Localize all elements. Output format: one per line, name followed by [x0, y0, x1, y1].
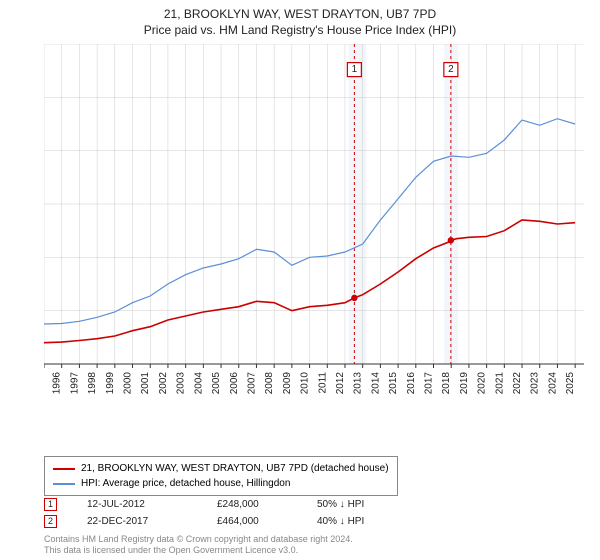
chart-area: £0£200K£400K£600K£800K£1M£1.2M1995199619…: [44, 44, 584, 414]
sale-price: £248,000: [217, 496, 317, 513]
sale-dot: [351, 295, 357, 301]
svg-text:2024: 2024: [547, 372, 558, 395]
svg-text:2022: 2022: [512, 372, 523, 395]
svg-text:2000: 2000: [123, 372, 134, 395]
sale-marker: 1: [44, 498, 57, 511]
svg-text:2019: 2019: [459, 372, 470, 395]
sale-table: 1 12-JUL-2012£248,00050% ↓ HPI 2 22-DEC-201…: [44, 496, 417, 530]
svg-text:2004: 2004: [193, 372, 204, 395]
chart-title-line2: Price paid vs. HM Land Registry's House …: [0, 22, 600, 38]
legend: 21, BROOKLYN WAY, WEST DRAYTON, UB7 7PD …: [44, 456, 398, 496]
svg-text:2016: 2016: [406, 372, 417, 395]
svg-text:2003: 2003: [176, 372, 187, 395]
sale-row: 2 22-DEC-2017£464,00040% ↓ HPI: [44, 513, 417, 530]
line-chart: £0£200K£400K£600K£800K£1M£1.2M1995199619…: [44, 44, 584, 414]
svg-text:2018: 2018: [441, 372, 452, 395]
legend-row: HPI: Average price, detached house, Hill…: [53, 476, 389, 491]
sale-price: £464,000: [217, 513, 317, 530]
svg-text:2013: 2013: [353, 372, 364, 395]
legend-label: HPI: Average price, detached house, Hill…: [81, 476, 290, 491]
svg-text:2001: 2001: [140, 372, 151, 395]
legend-row: 21, BROOKLYN WAY, WEST DRAYTON, UB7 7PD …: [53, 461, 389, 476]
sale-pct-vs-hpi: 40% ↓ HPI: [317, 513, 417, 530]
legend-swatch: [53, 468, 75, 470]
sale-pct-vs-hpi: 50% ↓ HPI: [317, 496, 417, 513]
chart-title-line1: 21, BROOKLYN WAY, WEST DRAYTON, UB7 7PD: [0, 6, 600, 22]
svg-text:2023: 2023: [530, 372, 541, 395]
svg-text:1998: 1998: [87, 372, 98, 395]
svg-text:1997: 1997: [69, 372, 80, 395]
svg-text:2011: 2011: [317, 372, 328, 394]
svg-text:2014: 2014: [370, 372, 381, 395]
svg-text:1995: 1995: [44, 372, 45, 395]
sale-marker: 2: [44, 515, 57, 528]
svg-text:2009: 2009: [282, 372, 293, 395]
svg-text:2: 2: [448, 64, 454, 75]
svg-text:2015: 2015: [388, 372, 399, 395]
legend-label: 21, BROOKLYN WAY, WEST DRAYTON, UB7 7PD …: [81, 461, 389, 476]
svg-text:2012: 2012: [335, 372, 346, 395]
footer-line1: Contains HM Land Registry data © Crown c…: [44, 534, 353, 545]
svg-text:1996: 1996: [52, 372, 63, 395]
svg-text:2002: 2002: [158, 372, 169, 395]
svg-text:2006: 2006: [229, 372, 240, 395]
footer-line2: This data is licensed under the Open Gov…: [44, 545, 353, 556]
sale-date: 12-JUL-2012: [87, 496, 217, 513]
sale-date: 22-DEC-2017: [87, 513, 217, 530]
svg-text:2007: 2007: [246, 372, 257, 395]
svg-text:2005: 2005: [211, 372, 222, 395]
sale-dot: [448, 237, 454, 243]
svg-text:1999: 1999: [105, 372, 116, 395]
svg-text:2020: 2020: [477, 372, 488, 395]
svg-text:2021: 2021: [494, 372, 505, 395]
svg-text:2017: 2017: [424, 372, 435, 395]
sale-row: 1 12-JUL-2012£248,00050% ↓ HPI: [44, 496, 417, 513]
svg-text:2025: 2025: [565, 372, 576, 395]
svg-text:2008: 2008: [264, 372, 275, 395]
legend-swatch: [53, 483, 75, 485]
svg-text:2010: 2010: [300, 372, 311, 395]
svg-text:1: 1: [352, 64, 358, 75]
